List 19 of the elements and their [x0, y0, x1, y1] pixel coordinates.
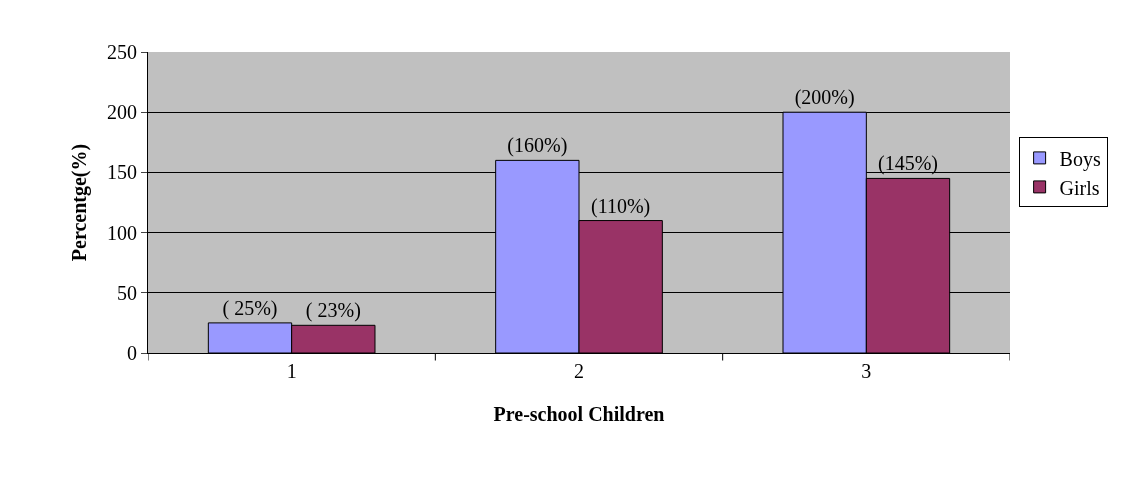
- x-tick-label: 1: [286, 360, 297, 382]
- legend-label: Boys: [1059, 147, 1101, 171]
- data-label: (145%): [878, 152, 938, 176]
- x-tick-label: 2: [574, 360, 584, 382]
- y-tick-label: 50: [117, 281, 137, 304]
- data-label: (200%): [794, 86, 855, 110]
- data-label: ( 23%): [305, 299, 361, 323]
- x-tick-label: 3: [861, 360, 872, 382]
- y-tick-label: 0: [127, 342, 137, 364]
- legend-label: Girls: [1059, 176, 1100, 199]
- data-label: (110%): [591, 194, 651, 218]
- data-label: ( 25%): [222, 296, 278, 320]
- y-tick-label: 200: [107, 101, 137, 124]
- data-label: (160%): [507, 134, 568, 158]
- y-tick-label: 250: [107, 41, 137, 63]
- y-tick-label: 150: [107, 161, 137, 184]
- y-tick-label: 100: [107, 221, 137, 244]
- x-axis-title: Pre-school Children: [493, 402, 665, 425]
- y-axis-title: Percentge(%): [67, 143, 91, 262]
